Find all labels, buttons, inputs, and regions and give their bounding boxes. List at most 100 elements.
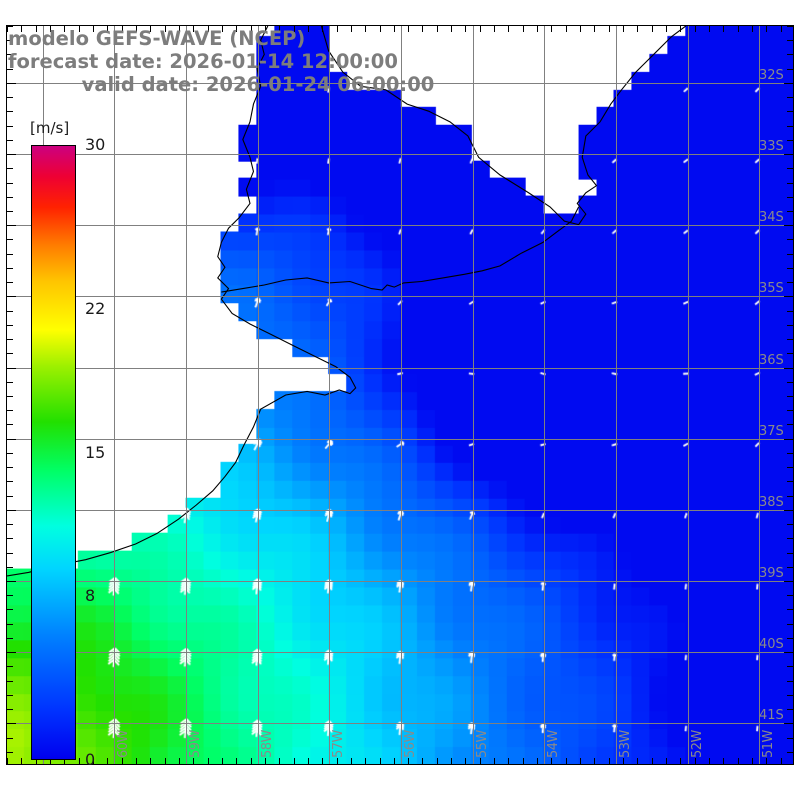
axis-tick bbox=[79, 758, 80, 764]
axis-tick bbox=[179, 758, 180, 764]
axis-tick bbox=[7, 168, 13, 169]
axis-tick bbox=[7, 140, 13, 141]
axis-tick bbox=[523, 758, 524, 764]
axis-tick bbox=[787, 453, 793, 454]
axis-tick bbox=[380, 758, 381, 764]
axis-tick bbox=[7, 197, 13, 198]
longitude-label: 52W bbox=[689, 730, 705, 758]
axis-tick bbox=[165, 758, 166, 764]
axis-tick bbox=[787, 638, 793, 639]
axis-tick bbox=[64, 26, 65, 32]
axis-tick bbox=[7, 424, 13, 425]
axis-tick bbox=[7, 26, 8, 32]
axis-tick bbox=[7, 695, 13, 696]
axis-tick bbox=[766, 758, 767, 764]
axis-tick bbox=[787, 339, 793, 340]
axis-tick bbox=[723, 758, 724, 764]
axis-tick bbox=[784, 439, 793, 440]
axis-tick bbox=[193, 26, 194, 32]
axis-tick bbox=[36, 26, 37, 32]
axis-tick bbox=[7, 296, 16, 297]
axis-tick bbox=[784, 652, 793, 653]
axis-tick bbox=[508, 26, 509, 32]
axis-tick bbox=[623, 758, 624, 764]
longitude-label: 56W bbox=[403, 730, 418, 758]
axis-tick bbox=[537, 758, 538, 764]
axis-tick bbox=[7, 183, 13, 184]
axis-tick bbox=[7, 111, 13, 112]
axis-tick bbox=[784, 225, 793, 226]
axis-tick bbox=[787, 695, 793, 696]
axis-tick bbox=[7, 581, 16, 582]
longitude-label: 58W bbox=[259, 730, 275, 758]
axis-tick bbox=[7, 54, 13, 55]
axis-tick bbox=[787, 254, 793, 255]
latitude-label: 33S bbox=[759, 139, 784, 155]
axis-tick bbox=[150, 758, 151, 764]
colorbar-tick-label: 0 bbox=[85, 750, 96, 769]
axis-tick bbox=[781, 758, 782, 764]
axis-tick bbox=[787, 140, 793, 141]
axis-tick bbox=[107, 758, 108, 764]
axis-tick bbox=[787, 467, 793, 468]
axis-tick bbox=[93, 758, 94, 764]
axis-tick bbox=[36, 758, 37, 764]
axis-tick bbox=[465, 26, 466, 32]
longitude-label: 51W bbox=[761, 730, 777, 758]
axis-tick bbox=[787, 410, 793, 411]
axis-tick bbox=[64, 758, 65, 764]
axis-tick bbox=[766, 26, 767, 32]
axis-tick bbox=[787, 126, 793, 127]
longitude-label: 55W bbox=[474, 730, 490, 758]
axis-tick bbox=[738, 758, 739, 764]
axis-tick bbox=[709, 26, 710, 32]
axis-tick bbox=[594, 758, 595, 764]
axis-tick bbox=[609, 26, 610, 32]
axis-tick bbox=[787, 211, 793, 212]
axis-tick bbox=[787, 709, 793, 710]
axis-tick bbox=[580, 26, 581, 32]
axis-tick bbox=[784, 83, 793, 84]
longitude-label: 54W bbox=[546, 730, 562, 758]
axis-tick bbox=[738, 26, 739, 32]
axis-tick bbox=[752, 26, 753, 32]
axis-tick bbox=[787, 396, 793, 397]
axis-tick bbox=[787, 325, 793, 326]
axis-tick bbox=[7, 382, 13, 383]
colorbar-gradient bbox=[31, 145, 76, 760]
axis-tick bbox=[21, 26, 22, 32]
axis-tick bbox=[787, 239, 793, 240]
latitude-label: 38S bbox=[759, 494, 784, 510]
axis-tick bbox=[637, 26, 638, 32]
axis-tick bbox=[7, 510, 16, 511]
axis-tick bbox=[7, 758, 8, 764]
axis-tick bbox=[208, 758, 209, 764]
axis-tick bbox=[652, 758, 653, 764]
axis-tick bbox=[21, 758, 22, 764]
axis-tick bbox=[50, 26, 51, 32]
axis-tick bbox=[165, 26, 166, 32]
axis-tick bbox=[787, 54, 793, 55]
axis-tick bbox=[7, 268, 13, 269]
axis-tick bbox=[480, 758, 481, 764]
axis-tick bbox=[279, 758, 280, 764]
axis-tick bbox=[666, 26, 667, 32]
axis-tick bbox=[494, 26, 495, 32]
axis-tick bbox=[787, 97, 793, 98]
axis-tick bbox=[787, 111, 793, 112]
longitude-label: 60W bbox=[116, 730, 132, 758]
axis-tick bbox=[787, 496, 793, 497]
axis-tick bbox=[79, 26, 80, 32]
axis-tick bbox=[784, 723, 793, 724]
axis-tick bbox=[566, 26, 567, 32]
axis-tick bbox=[787, 382, 793, 383]
latitude-label: 39S bbox=[759, 566, 784, 581]
axis-tick bbox=[537, 26, 538, 32]
axis-tick bbox=[787, 26, 793, 27]
axis-tick bbox=[422, 758, 423, 764]
axis-tick bbox=[652, 26, 653, 32]
axis-tick bbox=[107, 26, 108, 32]
colorbar-units-label: [m/s] bbox=[30, 119, 70, 137]
axis-tick bbox=[122, 758, 123, 764]
